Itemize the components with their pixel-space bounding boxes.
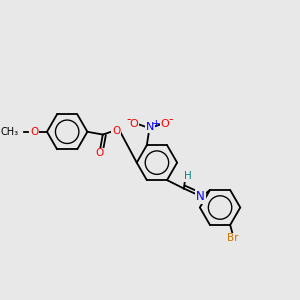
Text: +: +	[152, 118, 160, 128]
Text: -: -	[126, 113, 131, 126]
Text: H: H	[184, 172, 191, 182]
Text: O: O	[161, 119, 170, 129]
Text: O: O	[112, 126, 120, 136]
Text: Br: Br	[227, 233, 239, 244]
Text: O: O	[96, 148, 104, 158]
Text: -: -	[169, 113, 173, 126]
Text: O: O	[30, 127, 38, 137]
Text: N: N	[146, 122, 154, 132]
Text: CH₃: CH₃	[1, 127, 19, 137]
Text: O: O	[130, 119, 139, 129]
Text: N: N	[196, 190, 205, 202]
